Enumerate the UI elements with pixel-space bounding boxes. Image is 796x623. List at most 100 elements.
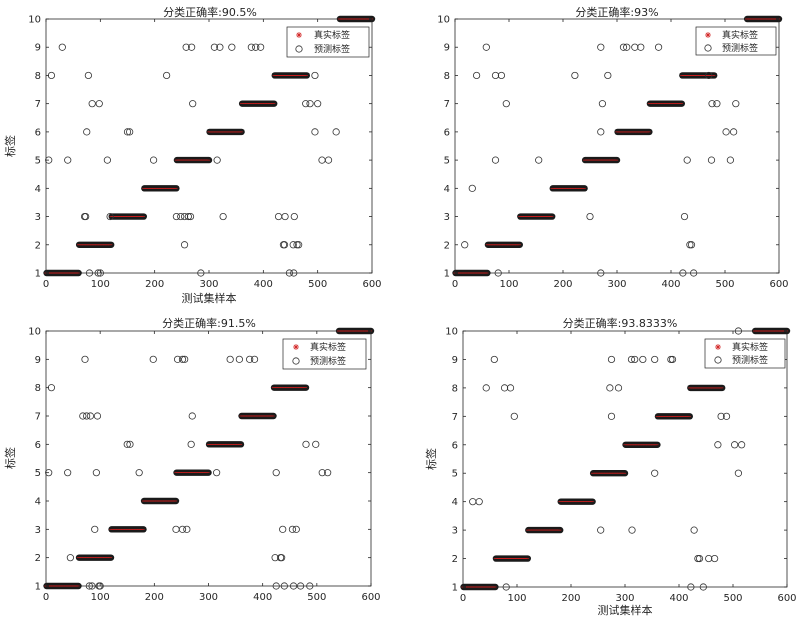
pred-marker-25: [184, 212, 192, 221]
true-label-row-6: [614, 128, 653, 136]
y-tick-label-10: 10: [445, 327, 458, 338]
pred-marker-26: [186, 212, 195, 221]
pred-marker-51: [311, 128, 319, 136]
pred-marker-31: [213, 469, 221, 477]
true-label-row-5: [581, 156, 621, 164]
pred-marker-3: [506, 384, 515, 392]
pred-marker-12: [94, 269, 102, 277]
pred-marker-10: [91, 525, 99, 533]
legend-star-icon: [715, 344, 721, 350]
x-tick-label-600: 600: [362, 279, 381, 290]
pred-marker-32: [213, 156, 221, 164]
true-label-row-2: [75, 554, 115, 561]
y-tick-label-5: 5: [35, 156, 41, 167]
y-tick-label-9: 9: [35, 355, 41, 366]
pred-marker-24: [705, 554, 713, 563]
true-label-row-10: [751, 327, 791, 335]
pred-marker-39: [290, 212, 298, 221]
true-label-row-4: [140, 497, 180, 505]
pred-marker-47: [311, 71, 319, 80]
pred-marker-0: [58, 43, 66, 51]
pred-marker-18: [106, 212, 114, 221]
pred-marker-44: [302, 440, 310, 448]
pred-marker-16: [163, 71, 171, 80]
pred-marker-29: [210, 43, 219, 51]
y-tick-label-7: 7: [444, 99, 450, 110]
pred-marker-32: [272, 469, 280, 477]
pred-marker-31: [228, 43, 236, 51]
pred-marker-17: [654, 43, 663, 51]
true-label-row-7: [654, 413, 693, 420]
subplot-2-pred-series: [461, 43, 740, 277]
legend-star-icon: [296, 32, 302, 38]
subplot-1-legend-pred-label: 预测标签: [314, 43, 350, 55]
subplot-2-title: 分类正确率:93%: [575, 5, 658, 19]
pred-marker-14: [123, 128, 132, 136]
pred-marker-4: [510, 412, 518, 420]
true-label-row-8: [687, 384, 726, 392]
true-label-row-10: [335, 327, 375, 335]
pred-marker-17: [126, 440, 134, 448]
subplot-3-legend: 真实标签 预测标签: [282, 338, 367, 370]
subplot-4-legend-pred-label: 预测标签: [732, 354, 768, 366]
pred-marker-45: [285, 269, 294, 277]
subplot-2-legend-pred-marker: [704, 44, 712, 52]
pred-marker-22: [188, 412, 196, 420]
pred-marker-11: [85, 582, 93, 590]
pred-marker-20: [178, 355, 187, 363]
pred-marker-19: [628, 526, 636, 534]
y-tick-label-5: 5: [452, 469, 458, 480]
pred-marker-4: [502, 100, 510, 108]
pred-marker-0: [482, 43, 490, 51]
true-label-row-8: [679, 72, 718, 79]
pred-marker-22: [172, 212, 180, 221]
pred-marker-17: [149, 156, 158, 164]
y-tick-label-8: 8: [35, 383, 41, 394]
pred-marker-31: [732, 100, 740, 108]
y-tick-label-3: 3: [35, 525, 41, 536]
y-tick-label-4: 4: [35, 184, 41, 195]
pred-marker-10: [631, 355, 639, 364]
pred-marker-14: [668, 355, 677, 364]
true-label-row-2: [484, 241, 523, 248]
pred-marker-26: [687, 583, 695, 591]
subplot-2-legend: 真实标签 预测标签: [695, 26, 777, 56]
subplot-2-axes: [454, 18, 780, 274]
pred-marker-7: [502, 583, 510, 591]
pred-marker-33: [279, 525, 287, 533]
x-tick-label-100: 100: [91, 279, 110, 290]
pred-marker-26: [707, 156, 716, 164]
y-tick-label-6: 6: [35, 127, 41, 138]
pred-marker-38: [278, 554, 286, 562]
x-tick-label-100: 100: [499, 279, 518, 290]
pred-marker-42: [296, 582, 305, 590]
pred-marker-11: [85, 269, 94, 277]
subplot-4-axes: [462, 330, 788, 588]
pred-marker-1: [472, 71, 481, 80]
pred-marker-28: [197, 269, 205, 277]
pred-marker-7: [64, 469, 72, 477]
subplot-2-legend-box: [695, 26, 777, 56]
true-label-row-2: [492, 555, 531, 562]
true-label-row-7: [238, 412, 277, 420]
x-tick-label-600: 600: [777, 593, 796, 604]
subplot-2-ticks: 0 100 200 300 400 500 600 1 2 3 4 5 6 7 8 9 10: [437, 15, 788, 291]
x-tick-label-300: 300: [199, 592, 218, 603]
pred-marker-33: [734, 469, 743, 477]
pred-marker-27: [226, 355, 234, 363]
pred-marker-14: [96, 582, 104, 590]
pred-marker-46: [290, 269, 298, 277]
pred-marker-16: [614, 384, 623, 392]
y-tick-label-9: 9: [35, 43, 41, 54]
pred-marker-45: [312, 440, 320, 448]
pred-marker-8: [92, 469, 100, 477]
pred-marker-21: [189, 100, 197, 108]
pred-marker-1: [482, 384, 490, 392]
pred-marker-28: [690, 269, 698, 277]
true-label-row-8: [270, 384, 310, 391]
pred-marker-34: [730, 128, 738, 136]
pred-marker-21: [181, 355, 189, 363]
pred-marker-14: [623, 43, 631, 51]
pred-marker-30: [714, 441, 722, 449]
pred-marker-25: [683, 156, 691, 164]
